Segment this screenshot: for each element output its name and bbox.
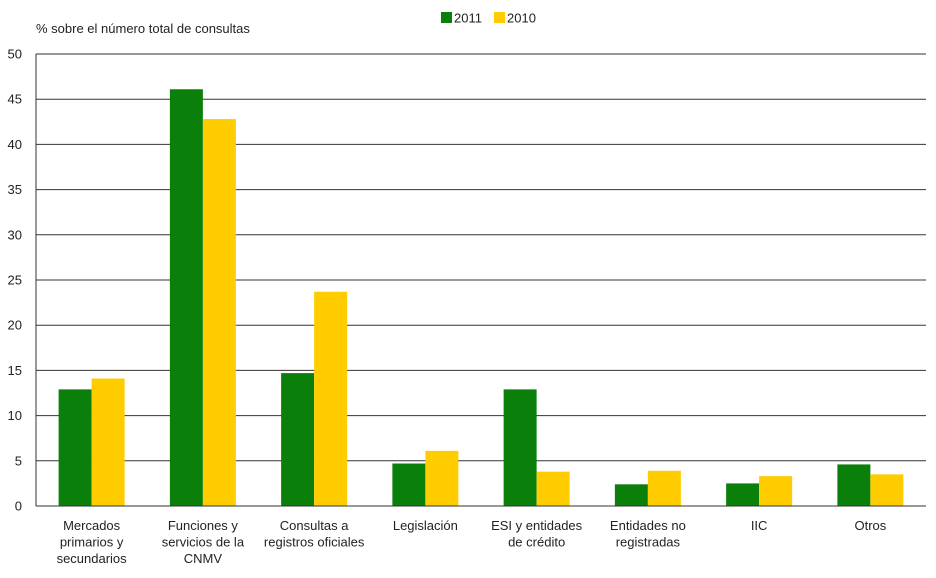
y-tick-label: 15 (8, 363, 22, 378)
y-axis-label: % sobre el número total de consultas (36, 21, 250, 36)
bar-2011-7 (726, 483, 760, 506)
x-tick-label-line: primarios y (60, 535, 124, 550)
bar-2011-6 (614, 484, 648, 506)
x-tick-label-line: registradas (616, 535, 681, 550)
y-tick-label: 30 (8, 227, 22, 242)
y-tick-label: 20 (8, 318, 22, 333)
bar-2010-3 (314, 291, 348, 506)
legend: 2011 2010 (441, 11, 536, 26)
legend-swatch-2011 (441, 12, 452, 23)
bars (58, 89, 904, 507)
bar-2010-1 (91, 378, 125, 506)
bar-2010-5 (536, 471, 570, 506)
y-tick-label: 40 (8, 137, 22, 152)
bar-2010-6 (647, 470, 681, 506)
x-tick-label-line: Funciones y (168, 518, 239, 533)
bar-2011-2 (169, 89, 203, 507)
bar-2010-2 (202, 119, 236, 506)
bar-2011-1 (58, 389, 92, 506)
bar-2010-8 (870, 474, 904, 506)
x-tick-label: Mercados primarios y secundarios (57, 518, 128, 566)
bar-2011-5 (503, 389, 537, 506)
x-tick-label-line: ESI y entidades (491, 518, 583, 533)
legend-label: 2010 (507, 11, 536, 26)
gridlines (36, 53, 926, 462)
x-tick-label: Funciones y servicios de la CNMV (162, 518, 245, 566)
y-tick-label: 25 (8, 273, 22, 288)
x-tick-label-line: Mercados (63, 518, 121, 533)
x-tick-label-line: CNMV (184, 551, 223, 566)
y-tick-label: 35 (8, 182, 22, 197)
y-tick-label: 45 (8, 92, 22, 107)
bar-2011-8 (837, 464, 871, 506)
x-tick-label-line: IIC (751, 518, 768, 533)
y-tick-label: 5 (15, 453, 22, 468)
x-tick-label: ESI y entidades de crédito (491, 518, 583, 550)
x-tick-label-line: registros oficiales (264, 535, 365, 550)
legend-label: 2011 (454, 11, 482, 26)
x-tick-label-line: Consultas a (280, 518, 349, 533)
x-tick-label-line: Legislación (393, 518, 458, 533)
x-tick-label: Otros (854, 518, 886, 533)
y-tick-label: 0 (15, 499, 22, 514)
x-tick-label-line: secundarios (57, 551, 128, 566)
x-tick-label: IIC (751, 518, 768, 533)
x-tick-label-line: servicios de la (162, 535, 245, 550)
x-tick-label: Legislación (393, 518, 458, 533)
bar-2010-4 (425, 450, 459, 506)
x-tick-label-line: Otros (854, 518, 886, 533)
y-tick-label: 50 (8, 47, 22, 62)
legend-swatch-2010 (494, 12, 505, 23)
x-tick-label: Entidades no registradas (610, 518, 686, 550)
x-tick-label-line: Entidades no (610, 518, 686, 533)
bar-2011-4 (392, 463, 426, 506)
x-tick-label: Consultas a registros oficiales (264, 518, 365, 550)
bar-2010-7 (759, 476, 793, 506)
y-tick-label: 10 (8, 408, 22, 423)
bar-2011-3 (281, 373, 315, 506)
x-tick-label-line: de crédito (508, 535, 565, 550)
